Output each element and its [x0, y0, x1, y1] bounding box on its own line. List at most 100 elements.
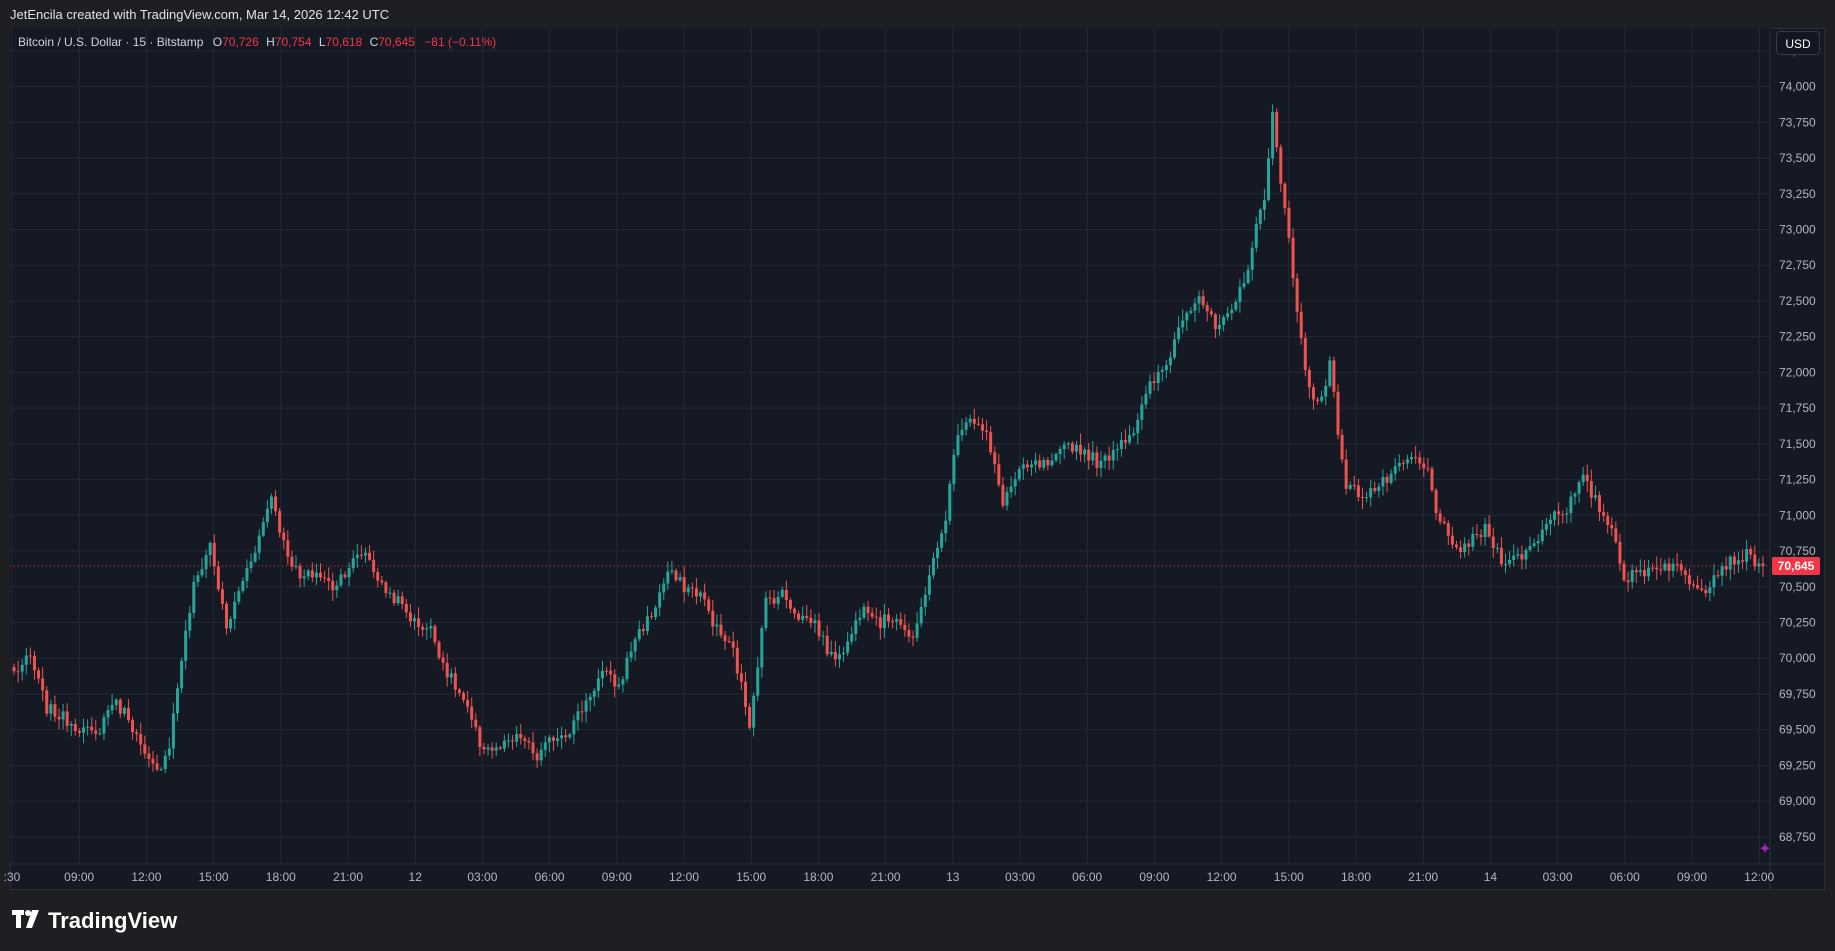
candle — [310, 562, 314, 582]
y-tick-label: 72,250 — [1779, 330, 1816, 344]
candle — [265, 499, 269, 528]
candle — [1275, 108, 1279, 153]
candle — [817, 613, 821, 641]
candle — [180, 657, 184, 693]
time-axis: :30 09:00 12:00 15:00 18:00 21:00 12 03:00 06:00… — [4, 863, 1825, 884]
candle — [1704, 584, 1708, 598]
x-tick-label: 13 — [946, 870, 960, 884]
candle — [923, 586, 927, 616]
candle — [895, 614, 899, 631]
candle — [543, 735, 547, 758]
candle — [1156, 364, 1160, 392]
candle — [163, 750, 167, 774]
sparkle-icon[interactable]: ✦ — [1758, 841, 1772, 858]
candle — [1687, 568, 1691, 591]
candle — [1303, 332, 1307, 377]
candle — [600, 660, 604, 688]
candle — [576, 703, 580, 731]
candle — [707, 595, 711, 615]
candle — [1311, 383, 1315, 410]
candle — [196, 570, 200, 587]
high-label: H — [266, 35, 275, 49]
candle — [854, 611, 858, 642]
candle — [474, 713, 478, 732]
candle — [114, 697, 118, 711]
candle — [927, 565, 931, 601]
candle — [139, 722, 143, 756]
candle — [28, 647, 32, 665]
x-tick-label: 12:00 — [1207, 870, 1237, 884]
candle — [404, 598, 408, 618]
candle — [1745, 539, 1749, 571]
candle — [457, 687, 461, 697]
candle — [1291, 228, 1295, 288]
candle — [122, 705, 126, 717]
x-tick-label: 21:00 — [871, 870, 901, 884]
candle — [1001, 476, 1005, 509]
candle — [670, 561, 674, 575]
candle — [662, 578, 666, 601]
candlestick-series — [12, 104, 1765, 774]
candle — [1548, 513, 1552, 536]
candle — [1226, 306, 1230, 321]
candle — [1467, 539, 1471, 556]
candle — [135, 729, 139, 742]
candle — [666, 561, 670, 590]
currency-button[interactable]: USD — [1776, 31, 1820, 55]
candle — [1540, 520, 1544, 545]
candle — [20, 658, 24, 681]
candle — [678, 572, 682, 583]
candle — [1132, 427, 1136, 438]
candle — [147, 745, 151, 768]
candle — [1230, 303, 1234, 321]
candle — [126, 699, 130, 723]
candle — [837, 645, 841, 668]
candle — [466, 690, 470, 713]
candle — [192, 575, 196, 619]
candle — [1197, 290, 1201, 313]
tradingview-brand[interactable]: TradingView — [12, 908, 177, 934]
candle — [1336, 384, 1340, 440]
y-tick-label: 69,250 — [1779, 758, 1816, 772]
x-tick-label: 09:00 — [602, 870, 632, 884]
candle — [90, 717, 94, 735]
candle — [171, 702, 175, 759]
candle — [1017, 465, 1021, 482]
candle — [972, 408, 976, 430]
candle — [1267, 148, 1271, 202]
candle — [645, 605, 649, 636]
candle — [743, 671, 747, 716]
x-tick-label: 21:00 — [1408, 870, 1438, 884]
y-tick-label: 69,000 — [1779, 794, 1816, 808]
candle — [813, 614, 817, 633]
candle — [637, 620, 641, 642]
candle — [1651, 563, 1655, 573]
candle — [870, 607, 874, 620]
symbol-legend: Bitcoin / U.S. Dollar · 15 · Bitstamp O 7… — [18, 35, 496, 49]
candle — [229, 616, 233, 633]
candle — [1152, 371, 1156, 391]
symbol-name: Bitcoin / U.S. Dollar · 15 · Bitstamp — [18, 35, 204, 49]
candle — [16, 660, 20, 683]
candle — [167, 737, 171, 760]
y-tick-label: 70,750 — [1779, 544, 1816, 558]
candle — [1115, 443, 1119, 461]
candle — [351, 550, 355, 573]
candle — [968, 414, 972, 427]
open-label: O — [212, 35, 223, 49]
candle — [556, 728, 560, 747]
candle — [286, 530, 290, 565]
candle — [1422, 457, 1426, 477]
candle — [613, 669, 617, 698]
candle — [588, 693, 592, 712]
candle — [12, 663, 16, 675]
candle — [723, 630, 727, 651]
close-value: 70,645 — [378, 35, 415, 49]
candle — [184, 620, 188, 670]
top-bar: JetEncila created with TradingView.com, … — [0, 0, 1835, 28]
candle — [539, 742, 543, 766]
candle — [1238, 279, 1242, 313]
candle — [1638, 559, 1642, 577]
candle — [347, 562, 351, 586]
